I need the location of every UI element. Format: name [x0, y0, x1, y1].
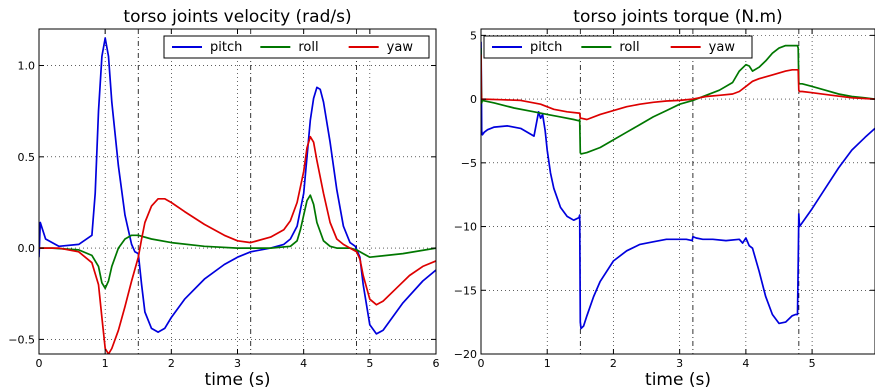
- legend-label-pitch: pitch: [210, 40, 242, 55]
- x-tick-label: 2: [168, 357, 175, 370]
- chart-title: torso joints velocity (rad/s): [123, 7, 351, 27]
- x-tick-label: 5: [366, 357, 373, 370]
- x-axis-label: time (s): [205, 370, 271, 390]
- plot-frame: [480, 28, 875, 355]
- y-tick-label: 0.5: [18, 151, 36, 164]
- x-tick-label: 5: [809, 357, 816, 370]
- y-tick-label: 0.0: [18, 242, 36, 255]
- y-tick-label: −10: [454, 221, 477, 234]
- legend-label-roll: roll: [298, 40, 318, 55]
- x-tick-label: 3: [676, 357, 683, 370]
- y-tick-label: 1.0: [18, 60, 36, 73]
- series-line-roll: [39, 194, 436, 290]
- legend-label-yaw: yaw: [387, 40, 414, 55]
- legend-box: [483, 35, 753, 59]
- x-tick-label: 4: [742, 357, 749, 370]
- legend-label-yaw: yaw: [709, 40, 736, 55]
- x-tick-label: 2: [610, 357, 617, 370]
- y-tick-label: −5: [461, 157, 477, 170]
- chart-title: torso joints torque (N.m): [573, 7, 782, 27]
- x-tick-label: 1: [102, 357, 109, 370]
- y-tick-label: 0: [470, 93, 477, 106]
- x-tick-label: 0: [478, 357, 485, 370]
- x-tick-label: 0: [36, 357, 43, 370]
- x-tick-label: 1: [544, 357, 551, 370]
- torque-chart: 0 1 2 3 4 5 5 0 −5 −10 −15 −20 torso joints torque (…: [454, 7, 875, 390]
- y-tick-label: −0.5: [8, 333, 35, 346]
- velocity-chart: 0 1 2 3 4 5 6 1.0 0.5 0.0 −0.5 torso joints velocit…: [8, 7, 439, 390]
- legend: pitch roll yaw: [483, 35, 753, 59]
- x-axis-label: time (s): [645, 370, 711, 390]
- legend-label-roll: roll: [619, 40, 639, 55]
- series-line-yaw: [481, 54, 875, 121]
- y-tick-label: −20: [454, 348, 477, 361]
- legend: pitch roll yaw: [163, 35, 430, 59]
- legend-box: [163, 35, 430, 59]
- legend-label-pitch: pitch: [530, 40, 562, 55]
- y-tick-label: 5: [470, 29, 477, 42]
- series-line-yaw: [39, 135, 436, 354]
- x-tick-label: 6: [433, 357, 440, 370]
- series-line-pitch: [481, 41, 875, 330]
- x-tick-label: 3: [234, 357, 241, 370]
- y-tick-label: −15: [454, 284, 477, 297]
- x-tick-label: 4: [300, 357, 307, 370]
